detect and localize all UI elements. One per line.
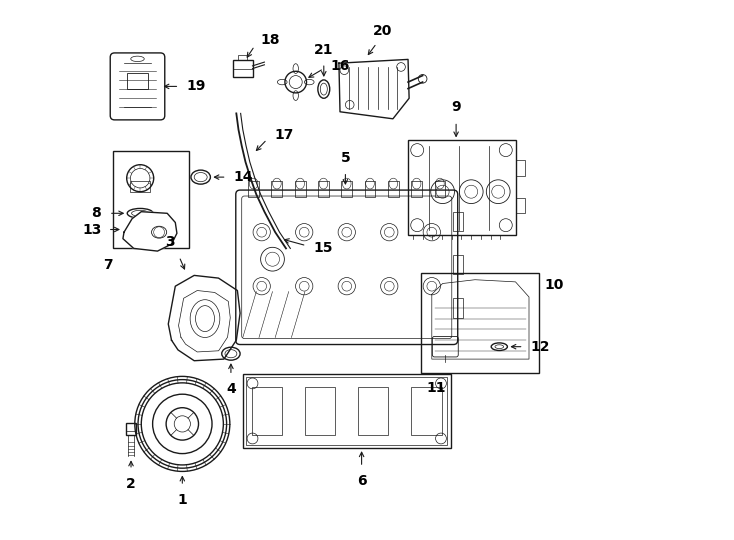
Bar: [421, 273, 539, 373]
Text: 15: 15: [313, 241, 333, 255]
Bar: [131, 181, 150, 192]
Bar: [248, 181, 259, 197]
Text: 9: 9: [451, 100, 461, 114]
Bar: [515, 160, 526, 176]
Text: 12: 12: [531, 340, 550, 354]
Bar: [407, 140, 515, 235]
Text: 21: 21: [314, 43, 333, 57]
Bar: [252, 387, 282, 435]
Polygon shape: [123, 212, 177, 251]
Bar: [113, 151, 189, 248]
Text: 3: 3: [165, 235, 175, 249]
Text: 4: 4: [226, 382, 236, 396]
Bar: [126, 423, 137, 435]
Text: 10: 10: [544, 278, 564, 292]
Bar: [454, 255, 463, 274]
Bar: [246, 377, 448, 445]
Bar: [411, 181, 422, 197]
Bar: [365, 181, 375, 197]
Polygon shape: [339, 59, 409, 119]
Bar: [454, 298, 463, 318]
Bar: [305, 387, 335, 435]
Bar: [358, 387, 388, 435]
Bar: [295, 181, 305, 197]
Text: 17: 17: [274, 128, 294, 142]
Bar: [239, 55, 247, 60]
Bar: [411, 387, 442, 435]
Bar: [515, 198, 526, 213]
Bar: [341, 181, 352, 197]
Text: 6: 6: [357, 474, 366, 488]
Text: 5: 5: [341, 151, 350, 165]
Bar: [272, 181, 283, 197]
Bar: [435, 181, 446, 197]
Bar: [388, 181, 399, 197]
Text: 16: 16: [331, 59, 350, 73]
Text: 2: 2: [126, 477, 136, 491]
Text: 14: 14: [233, 170, 252, 184]
Text: 11: 11: [426, 381, 446, 395]
Text: 19: 19: [186, 79, 206, 93]
Bar: [243, 374, 451, 448]
Bar: [318, 181, 329, 197]
Bar: [454, 212, 463, 231]
Bar: [233, 60, 252, 77]
Text: 20: 20: [372, 24, 392, 38]
Text: 8: 8: [92, 206, 101, 220]
Text: 7: 7: [103, 258, 112, 272]
Bar: [127, 73, 148, 89]
Text: 1: 1: [178, 493, 187, 507]
Text: 13: 13: [82, 222, 101, 237]
Text: 18: 18: [260, 33, 280, 48]
